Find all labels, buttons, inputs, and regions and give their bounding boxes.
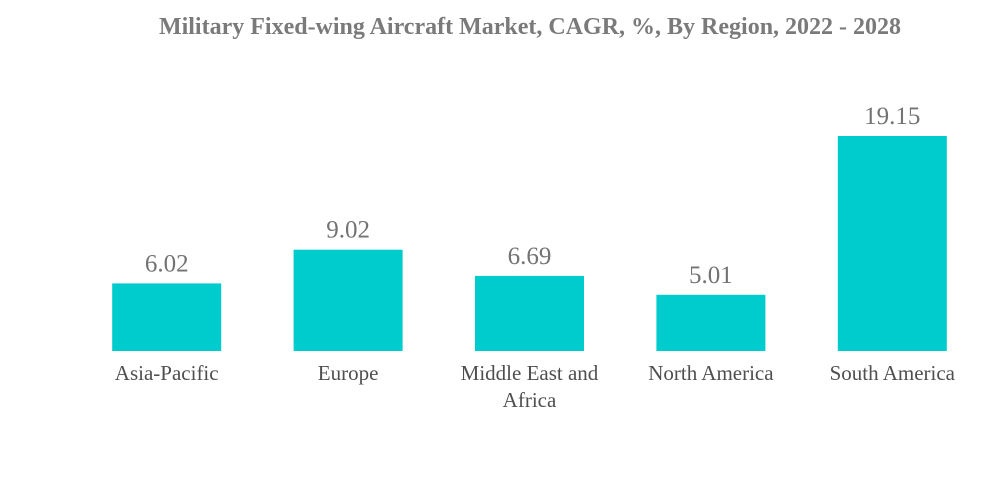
category-label-south-america: South America [830, 361, 956, 385]
chart-title: Military Fixed-wing Aircraft Market, CAG… [158, 14, 902, 40]
category-label-europe: Europe [318, 361, 379, 385]
category-labels-group: Asia-Pacific Europe Middle East and Africa N… [115, 361, 956, 412]
value-label-middle-east-and-africa: 6.69 [508, 243, 552, 270]
value-labels-group: 6.02 9.02 6.69 5.01 19.15 [145, 103, 921, 289]
bar-asia-pacific [112, 283, 222, 351]
value-label-south-america: 19.15 [864, 103, 920, 130]
value-label-asia-pacific: 6.02 [145, 250, 189, 277]
bar-north-america [656, 294, 766, 351]
bar-south-america [837, 136, 947, 351]
value-label-europe: 9.02 [326, 217, 370, 244]
category-label-middle-east-and-africa: Middle East and Africa [461, 361, 599, 412]
category-label-asia-pacific: Asia-Pacific [115, 361, 219, 385]
bars-group [112, 136, 947, 351]
value-label-north-america: 5.01 [689, 262, 733, 289]
bar-europe [293, 249, 403, 351]
bar-middle-east-and-africa [475, 275, 584, 351]
category-label-north-america: North America [648, 361, 774, 385]
